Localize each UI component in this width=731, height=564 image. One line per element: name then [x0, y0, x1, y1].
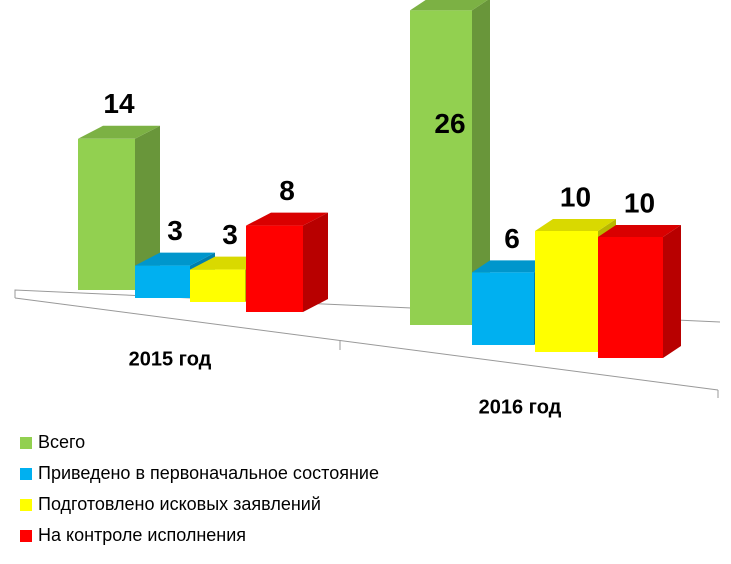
bar-top: [472, 260, 552, 273]
value-label: 3: [167, 215, 183, 246]
value-label: 8: [279, 175, 295, 206]
category-label: 2015 год: [129, 348, 212, 370]
category-label: 2016 год: [479, 396, 562, 418]
bar-top: [78, 125, 160, 139]
value-label: 3: [222, 219, 238, 250]
legend-swatch: [20, 468, 32, 480]
bar-top: [410, 0, 488, 11]
bar: [472, 272, 534, 345]
floor-edge: [14, 297, 719, 391]
legend-label: Всего: [38, 432, 85, 452]
bar-side: [663, 225, 681, 358]
bar-top: [535, 219, 616, 231]
bar: [78, 138, 135, 290]
bar: [135, 265, 190, 298]
bar: [190, 269, 245, 302]
bar-top: [598, 225, 681, 237]
value-label: 10: [560, 181, 591, 212]
value-label: 14: [103, 88, 135, 119]
value-label: 10: [624, 187, 655, 218]
bar: [410, 10, 472, 326]
bar-top: [246, 212, 328, 226]
legend-label: Подготовлено исковых заявлений: [38, 494, 321, 514]
legend-swatch: [20, 499, 32, 511]
legend-swatch: [20, 437, 32, 449]
value-label: 26: [434, 108, 465, 139]
bar-side: [472, 0, 490, 325]
legend-swatch: [20, 530, 32, 542]
bar-top: [135, 252, 215, 266]
value-label: 6: [504, 223, 520, 254]
legend-label: Приведено в первоначальное состояние: [38, 463, 379, 483]
bar-side: [135, 125, 160, 290]
bar: [535, 231, 598, 352]
legend-label: На контроле исполнения: [38, 525, 246, 545]
bar-side: [303, 212, 328, 312]
bar: [598, 237, 663, 358]
bar: [246, 225, 303, 312]
